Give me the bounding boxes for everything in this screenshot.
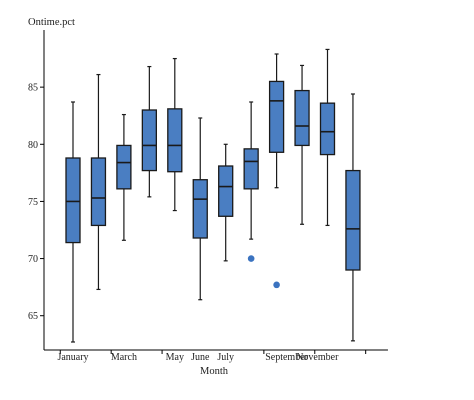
box-november (319, 102, 336, 156)
box-group (65, 48, 361, 343)
x-tick-label: May (166, 352, 184, 363)
outlier-group (247, 255, 280, 289)
x-tick-label: September (265, 352, 308, 363)
box-june (192, 179, 208, 239)
y-axis-title: Ontime.pct (28, 17, 75, 28)
y-tick-label: 85 (28, 83, 38, 94)
y-tick-label: 75 (28, 197, 38, 208)
y-tick-label: 65 (28, 311, 38, 322)
outlier-point (247, 255, 255, 262)
x-axis-title: Month (200, 366, 229, 377)
outlier-point (273, 281, 280, 289)
x-tick-label: November (296, 352, 339, 363)
x-tick-label: January (57, 352, 88, 363)
y-tick-group: 65 70 75 80 85 (28, 83, 44, 322)
box-february (90, 157, 107, 227)
box-january (65, 157, 81, 244)
box-july (218, 165, 234, 217)
y-tick-label: 80 (28, 140, 38, 151)
box-may (167, 108, 183, 173)
x-tick-label: March (111, 352, 137, 363)
box-october (294, 89, 310, 147)
box-september (268, 80, 285, 153)
box-april (141, 109, 158, 172)
x-tick-label: June (191, 352, 210, 363)
y-tick-label: 70 (28, 254, 38, 265)
x-tick-label: July (217, 352, 234, 363)
box-august (243, 148, 259, 190)
box-march (116, 144, 132, 190)
box-december (345, 169, 361, 271)
